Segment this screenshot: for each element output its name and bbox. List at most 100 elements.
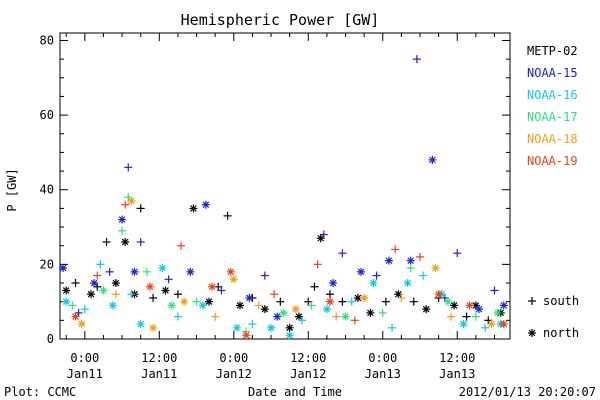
data-point: [189, 204, 198, 213]
legend-entry: NOAA-16: [527, 88, 578, 102]
data-point: [142, 267, 151, 276]
data-point: [136, 204, 145, 213]
plot-timestamp: 2012/01/13 20:20:07: [459, 385, 596, 399]
data-point: [450, 301, 459, 310]
data-point: [353, 293, 362, 302]
data-point: [378, 308, 387, 317]
plot-credit: Plot: CCMC: [4, 385, 76, 399]
marker-legend-symbol: [528, 329, 536, 337]
data-point: [493, 308, 502, 317]
data-point: [80, 305, 89, 314]
data-point: [285, 331, 294, 340]
series-noaa-19: [71, 200, 508, 340]
data-point: [422, 305, 431, 314]
data-point: [229, 275, 238, 284]
data-point: [164, 275, 173, 284]
data-point: [474, 305, 483, 314]
data-point: [186, 267, 195, 276]
data-point: [307, 301, 316, 310]
data-point: [357, 267, 366, 276]
data-point: [111, 290, 120, 299]
legend-entry: NOAA-17: [527, 110, 578, 124]
data-point: [232, 323, 241, 332]
data-point: [499, 320, 508, 329]
data-point: [90, 279, 99, 288]
marker-legend: south north: [528, 294, 579, 340]
data-point: [198, 301, 207, 310]
data-point: [204, 297, 213, 306]
data-point: [127, 290, 136, 299]
data-point: [384, 256, 393, 265]
data-point: [326, 290, 334, 299]
data-point: [332, 312, 341, 321]
data-point: [87, 290, 96, 299]
data-point: [406, 256, 415, 265]
y-axis-label: P [GW]: [5, 168, 19, 211]
data-point: [121, 200, 130, 209]
data-point: [453, 249, 462, 258]
data-point: [146, 282, 154, 291]
y-tick-label: 40: [40, 183, 54, 197]
data-point: [59, 264, 68, 273]
data-point: [338, 297, 347, 306]
x-axis-label: Date and Time: [248, 385, 342, 399]
data-point: [406, 264, 415, 273]
data-point: [242, 331, 251, 340]
plot-frame: [59, 32, 511, 340]
x-tick-label-time: 12:00: [439, 351, 475, 365]
data-point: [372, 271, 381, 280]
data-point: [68, 301, 77, 310]
data-point: [136, 237, 145, 246]
data-point: [111, 279, 120, 288]
y-tick-label: 60: [40, 108, 54, 122]
legend-entry: METP-02: [527, 44, 578, 58]
data-point: [223, 211, 232, 220]
data-point: [211, 312, 220, 321]
data-point: [465, 301, 474, 310]
y-tick-label: 20: [40, 257, 54, 271]
data-point: [459, 320, 468, 329]
x-tick-label-time: 12:00: [290, 351, 326, 365]
data-point: [419, 271, 428, 280]
data-point: [108, 301, 117, 310]
data-point: [347, 297, 356, 306]
data-point: [71, 279, 80, 288]
data-point: [273, 312, 282, 321]
data-point: [487, 320, 496, 329]
x-tick-label-date: Jan12: [290, 367, 326, 381]
data-point: [118, 215, 127, 224]
data-point: [412, 55, 421, 64]
y-axis: 0 20 40 60 80: [40, 33, 510, 346]
chart-title: Hemispheric Power [GW]: [181, 11, 380, 29]
data-point: [447, 312, 456, 321]
data-point: [319, 230, 328, 239]
series-noaa-17: [68, 193, 502, 336]
x-tick-label-date: Jan11: [67, 367, 103, 381]
data-point: [391, 245, 400, 254]
data-point: [397, 293, 406, 302]
data-point: [208, 282, 217, 291]
x-tick-label-time: 0:00: [219, 351, 248, 365]
data-point: [350, 316, 359, 325]
data-point: [62, 286, 71, 295]
data-point: [267, 323, 276, 332]
data-point: [462, 312, 471, 321]
data-point: [409, 297, 418, 306]
data-point: [481, 323, 490, 332]
x-axis: 0:00 Jan11 12:00 Jan11 0:00 Jan12 12:00 Jan12 0:…: [65, 33, 495, 381]
data-point: [322, 305, 331, 314]
data-point: [177, 241, 186, 250]
data-point: [102, 237, 111, 246]
data-point: [369, 279, 378, 288]
data-point: [329, 279, 338, 288]
data-point: [360, 293, 369, 302]
data-point: [381, 297, 390, 306]
data-point: [127, 196, 136, 205]
legend: METP-02 NOAA-15 NOAA-16 NOAA-17 NOAA-18 NOAA-…: [527, 44, 578, 168]
data-point: [298, 316, 307, 325]
data-point: [260, 271, 269, 280]
x-tick-label-date: Jan13: [439, 367, 475, 381]
data-point: [248, 320, 257, 329]
data-point: [173, 312, 182, 321]
data-point: [326, 297, 334, 306]
